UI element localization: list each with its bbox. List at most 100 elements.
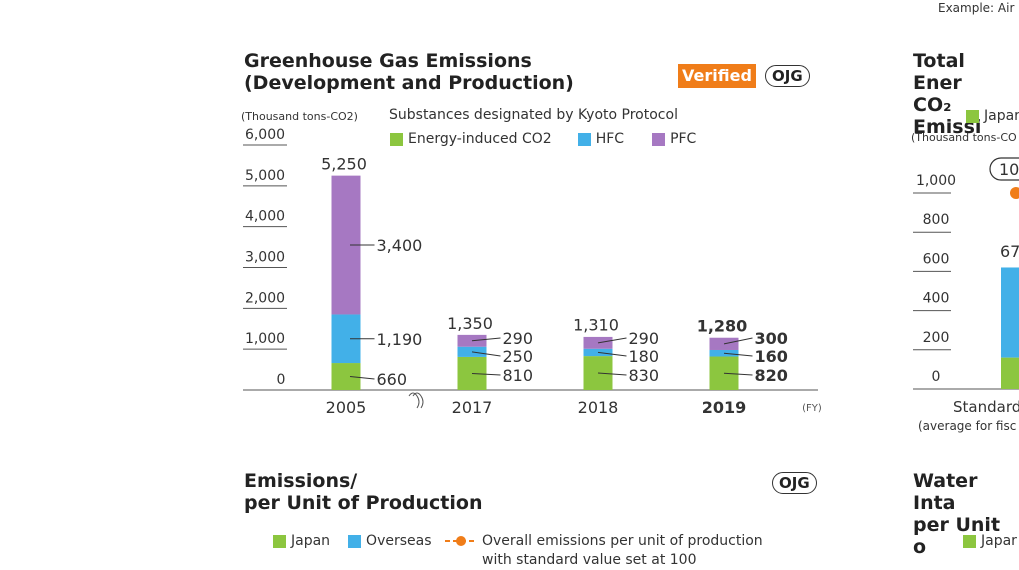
axis-break-mark [408,392,420,409]
legend-swatch-pfc [652,132,666,146]
legend-label-hfc: HFC [595,131,625,147]
chart3-title: Emissions/ per Unit of Production [244,470,482,514]
value-label: 290 [503,329,534,348]
chart4-title-line2: per Unit o [913,514,1001,558]
ojg-badge: OJG [765,65,810,87]
y-tick-label: 6,000 [245,127,285,143]
chart3-ojg-badge: OJG [772,472,817,494]
legend-item-hfc: HFC [577,131,625,147]
total-label: 1,280 [697,317,748,336]
chart2-y-tick-label: 600 [923,251,950,267]
chart1-legend: Energy-induced CO2 HFC PFC [390,131,696,147]
x-tick-label: 2005 [326,398,367,417]
legend-swatch-energy [390,132,403,146]
legend-item-pfc: PFC [652,131,696,147]
chart3-legend-overall-line1: Overall emissions per unit of production [482,533,763,549]
value-label: 1,190 [377,330,423,349]
chart1-title: Greenhouse Gas Emissions (Development an… [244,50,574,94]
chart3-legend-overall: Overall emissions per unit of production… [482,532,763,570]
total-label: 1,310 [573,316,619,335]
x-tick-label: 2019 [702,398,747,417]
chart2-y-tick-label: 800 [923,212,950,228]
chart3-title-line2: per Unit of Production [244,492,483,514]
legend-label-energy: Energy-induced CO2 [408,131,552,147]
value-label: 290 [629,329,660,348]
chart2-callout-label: 10 [999,160,1019,179]
axis-break-mark [412,392,424,409]
total-label: 1,350 [447,314,493,333]
y-tick-label: 5,000 [245,168,285,184]
value-label: 160 [755,347,788,366]
legend-item-energy: Energy-induced CO2 [390,131,552,147]
chart2-y-tick-label: 400 [923,291,950,307]
value-label: 820 [755,366,788,385]
legend-swatch-hfc [577,132,591,146]
chart3-title-line1: Emissions/ [244,470,358,492]
value-label: 3,400 [377,236,423,255]
chart2-title: Total Ener CO₂ Emissi [913,50,1019,138]
value-leader-line [471,372,501,376]
chart3-legend-swatch-overseas [348,534,362,548]
chart2-bar-label: 67 [1000,242,1019,261]
chart4-title-line1: Water Inta [913,470,978,514]
value-label: 180 [629,347,660,366]
value-label: 830 [629,366,660,385]
value-leader-line [597,372,627,376]
y-tick-label: 2,000 [245,290,285,306]
chart2-bar-overseas [1001,267,1019,358]
chart3-legend-japan-item: Japan [273,533,330,549]
value-label: 660 [377,370,408,389]
chart4-legend: Japar [963,533,1017,549]
chart2-title-line2: CO₂ Emissi [913,94,982,138]
bar-segment [331,363,361,390]
value-leader-line [723,352,753,357]
chart4-legend-swatch [963,534,976,548]
value-leader-line [597,337,627,344]
chart1-title-line1: Greenhouse Gas Emissions [244,50,532,72]
chart3-legend-line-icon [445,536,477,546]
value-label: 810 [503,366,534,385]
verified-badge: Verified [678,64,756,88]
value-label: 250 [503,347,534,366]
x-tick-label: 2018 [578,398,619,417]
y-tick-label: 1,000 [245,331,285,347]
chart2-orange-dot [1010,187,1019,199]
chart2-bar-japan [1001,357,1019,389]
value-leader-line [471,337,501,342]
chart3-legend-japan: Japan [291,533,331,549]
chart3-legend-swatch-japan [273,534,286,548]
fy-label: (FY) [802,403,822,414]
y-tick-label: 3,000 [245,250,285,266]
x-tick-label: 2017 [452,398,493,417]
chart2-legend: Japar [966,108,1019,124]
chart4-legend-japan: Japar [981,533,1017,549]
chart2-x-sub: (average for fisc [918,419,1017,433]
value-leader-line [597,351,627,357]
value-leader-line [471,351,501,357]
chart3-legend-overall-line2: with standard value set at 100 [482,552,697,568]
chart2-title-line1: Total Ener [913,50,965,94]
kyoto-label: Substances designated by Kyoto Protocol [389,107,678,123]
chart2-y-tick-label: 200 [923,330,950,346]
chart1-title-line2: (Development and Production) [244,72,574,94]
value-leader-line [723,372,753,376]
chart2-legend-swatch [966,109,979,123]
chart3-legend: Japan Overseas [273,533,432,549]
chart1-unit-label: (Thousand tons-CO2) [241,110,358,123]
value-label: 300 [755,329,788,348]
chart3-legend-overseas-item: Overseas [348,533,432,549]
value-leader-line [349,376,375,380]
chart4-title: Water Inta per Unit o [913,470,1019,558]
chart2-y-tick-label: 0 [932,369,941,385]
legend-label-pfc: PFC [670,131,697,147]
chart2-y-tick-label: 1,000 [916,173,956,189]
chart2-unit: (Thousand tons-CO [911,131,1017,144]
chart2-callout-bubble [989,157,1019,181]
total-label: 5,250 [321,155,367,174]
chart2-legend-japan: Japar [984,108,1019,124]
y-tick-label: 4,000 [245,209,285,225]
chart3-legend-overseas: Overseas [366,533,432,549]
chart2-x-label: Standard [953,398,1019,416]
